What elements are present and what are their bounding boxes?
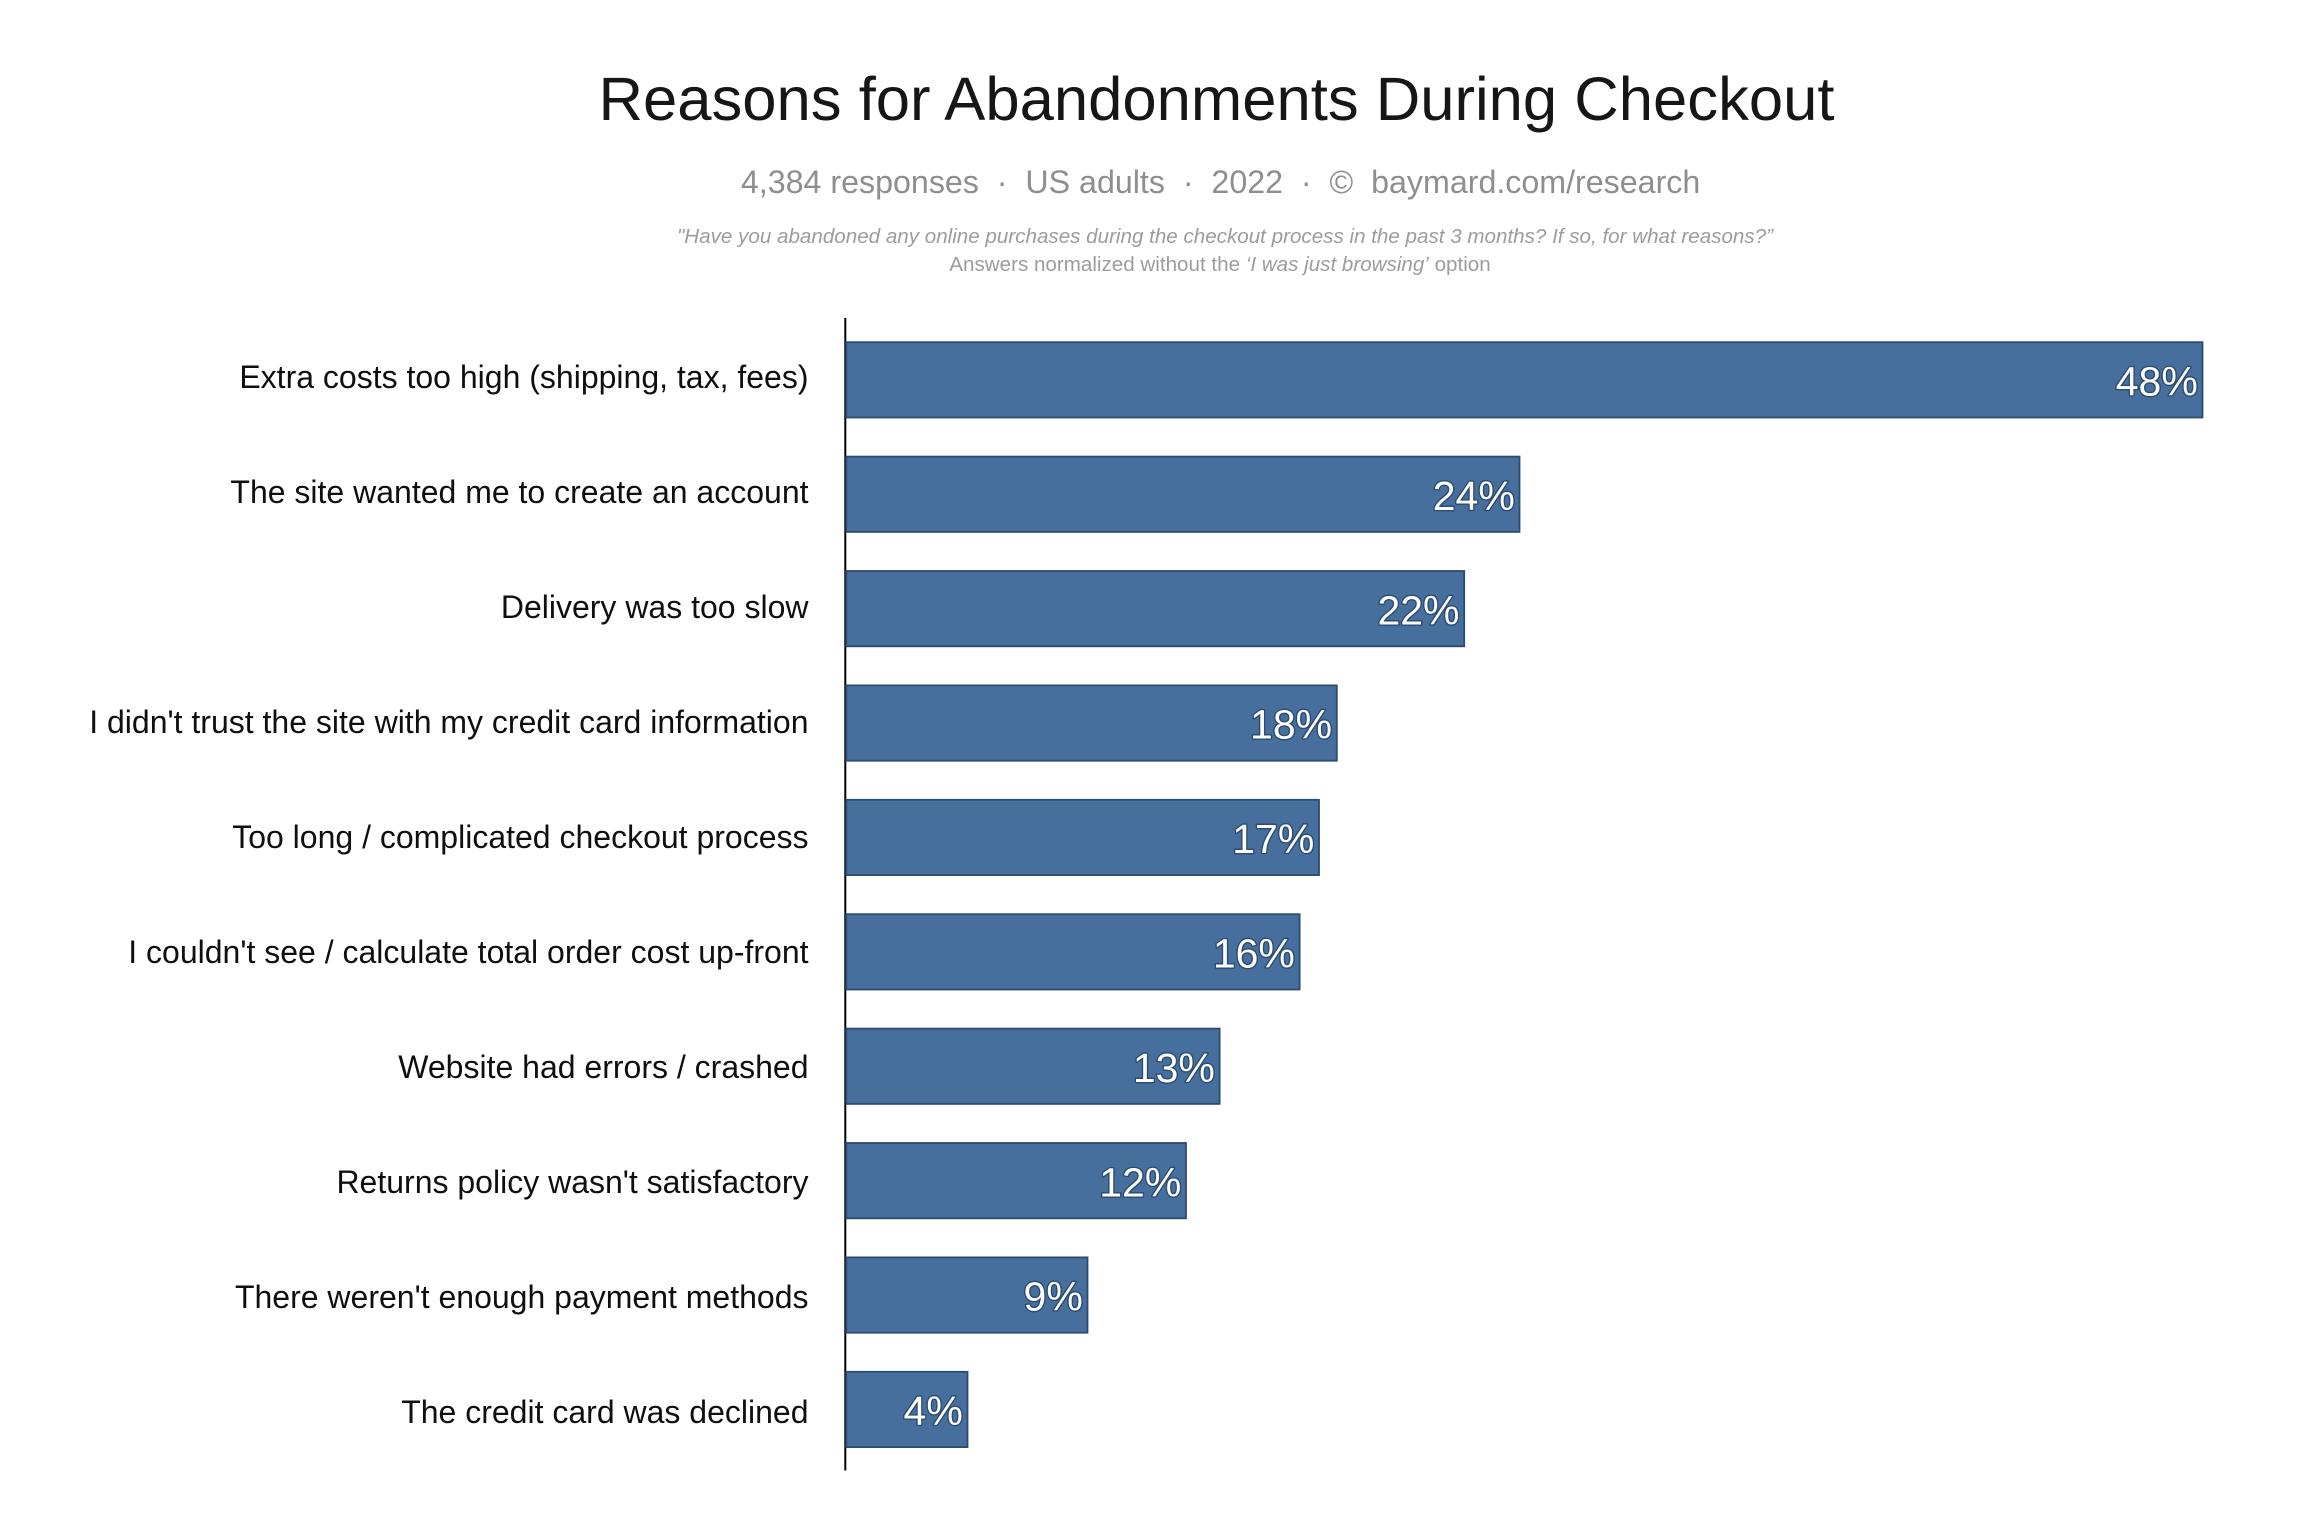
svg-text:48%: 48% xyxy=(2116,359,2198,405)
svg-text:Extra costs too high (shipping: Extra costs too high (shipping, tax, fee… xyxy=(239,359,808,395)
svg-text:I couldn't see / calculate tot: I couldn't see / calculate total order c… xyxy=(128,934,808,970)
svg-text:18%: 18% xyxy=(1250,702,1332,748)
svg-text:The site wanted me to create a: The site wanted me to create an account xyxy=(230,474,808,510)
svg-text:9%: 9% xyxy=(1024,1274,1083,1320)
svg-text:Too long / complicated checkou: Too long / complicated checkout process xyxy=(232,819,808,855)
svg-text:17%: 17% xyxy=(1232,816,1314,862)
svg-text:4%: 4% xyxy=(904,1388,963,1434)
svg-text:Reasons for Abandonments Durin: Reasons for Abandonments During Checkout xyxy=(598,65,1834,134)
svg-text:4,384 responses · US adults: 4,384 responses · US adults · 2022 · © b… xyxy=(741,164,1700,200)
svg-text:Returns policy wasn't satisfac: Returns policy wasn't satisfactory xyxy=(336,1164,808,1200)
svg-text:Answers normalized without the: Answers normalized without the ‘I was ju… xyxy=(949,253,1490,276)
svg-text:13%: 13% xyxy=(1133,1045,1215,1091)
svg-text:16%: 16% xyxy=(1213,931,1295,977)
svg-text:There weren't enough payment m: There weren't enough payment methods xyxy=(235,1279,809,1315)
svg-text:The credit card was declined: The credit card was declined xyxy=(401,1394,808,1430)
svg-text:22%: 22% xyxy=(1377,587,1459,633)
svg-text:"Have you abandoned any online: "Have you abandoned any online purchases… xyxy=(677,225,1774,248)
svg-text:12%: 12% xyxy=(1099,1159,1181,1205)
svg-text:I didn't trust the site with m: I didn't trust the site with my credit c… xyxy=(89,704,808,740)
svg-text:24%: 24% xyxy=(1433,473,1515,519)
svg-text:Website had errors / crashed: Website had errors / crashed xyxy=(398,1049,808,1085)
svg-text:Delivery was too slow: Delivery was too slow xyxy=(501,589,810,625)
